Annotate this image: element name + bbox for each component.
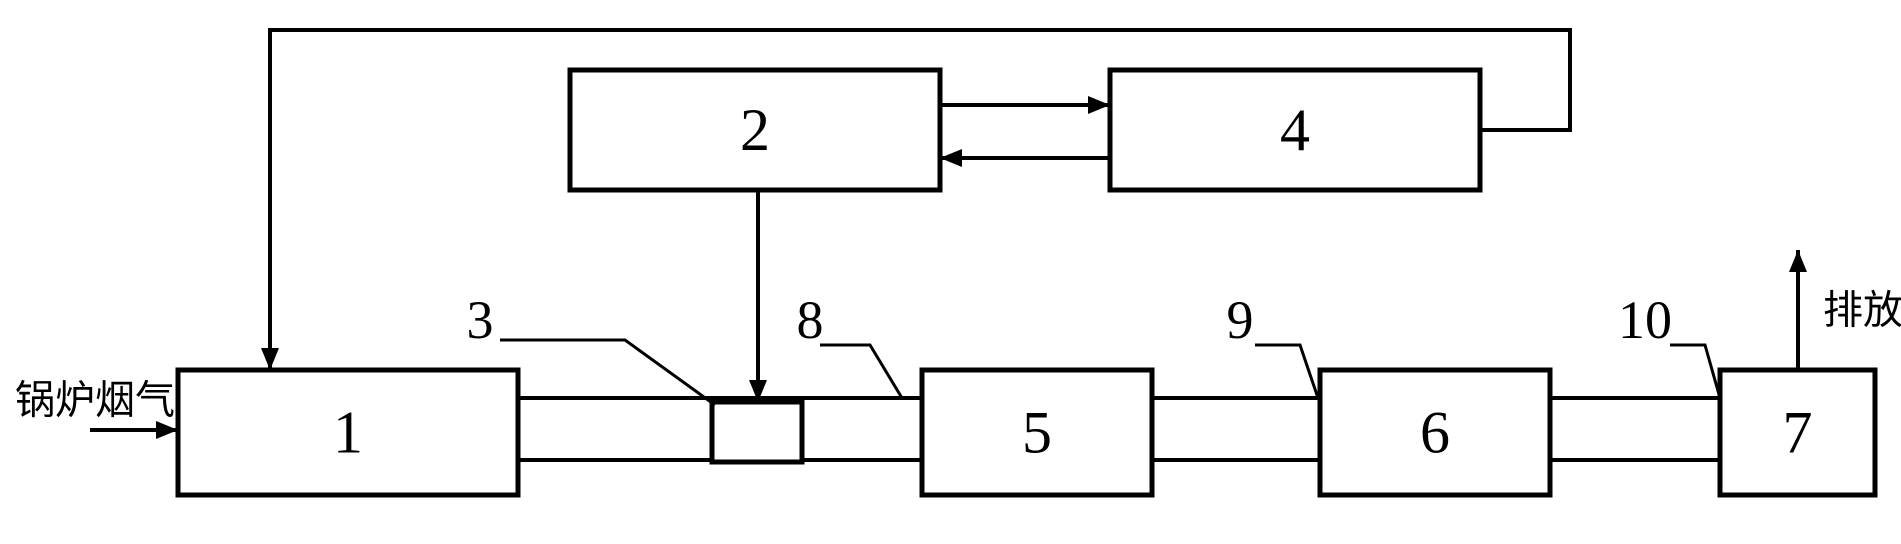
leader-label-9: 9 (1227, 290, 1254, 350)
box-b3 (712, 402, 802, 462)
outlet-label: 排放 (1823, 288, 1901, 333)
leader-line-10 (1670, 345, 1720, 398)
leader-label-3: 3 (467, 290, 494, 350)
arrowhead-icon (1088, 96, 1110, 114)
arrowhead-icon (261, 348, 279, 370)
box-label-b2: 2 (740, 97, 770, 163)
leader-label-8: 8 (797, 290, 824, 350)
leader-line-3 (500, 340, 715, 405)
leader-label-10: 10 (1618, 290, 1672, 350)
leader-line-9 (1255, 345, 1318, 398)
arrowhead-icon (940, 149, 962, 167)
box-label-b6: 6 (1420, 400, 1450, 466)
box-label-b4: 4 (1280, 97, 1310, 163)
inlet-label: 锅炉烟气 (15, 378, 175, 423)
arrowhead-icon (156, 421, 178, 439)
box-label-b1: 1 (333, 400, 363, 466)
box-label-b5: 5 (1022, 400, 1052, 466)
leader-line-8 (820, 345, 902, 398)
arrowhead-icon (1789, 250, 1807, 272)
box-label-b7: 7 (1783, 400, 1813, 466)
